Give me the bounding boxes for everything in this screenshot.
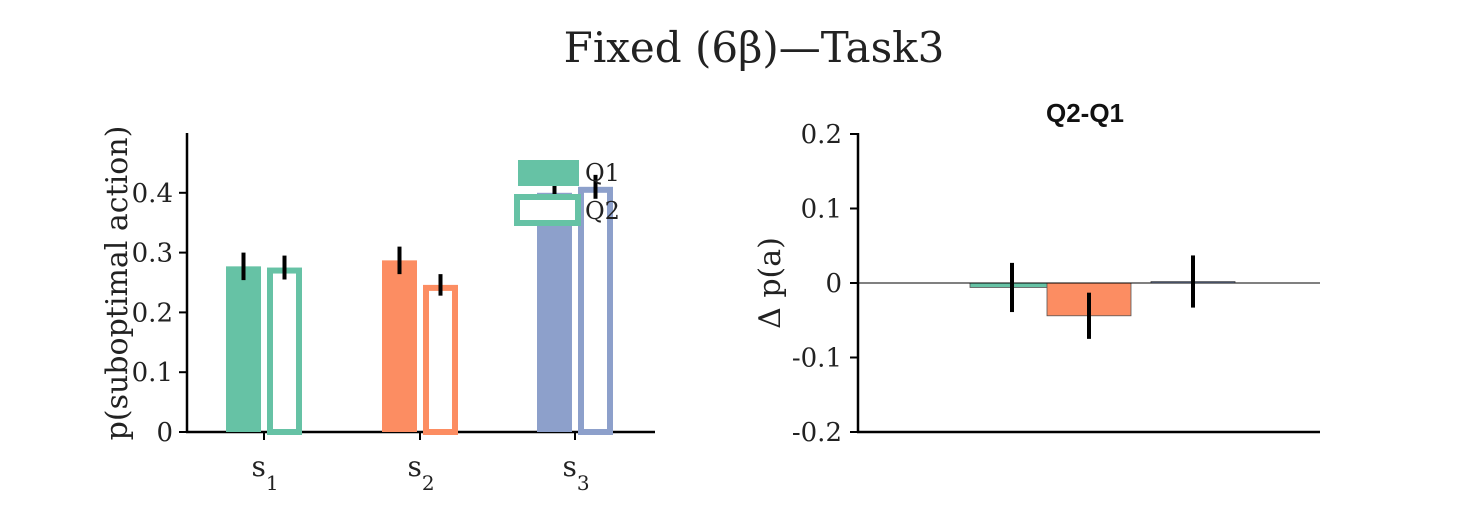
bar-q2-s1 [267,267,302,435]
left-y-tick-label: 0.2 [132,298,173,328]
right-y-tick-label: -0.2 [792,418,842,448]
right-y-tick-label: 0.1 [801,195,842,225]
right-y-tick-label: 0 [825,269,842,299]
x-tick-subscript: 3 [577,471,590,495]
left-y-axis-label: p(suboptimal action) [100,126,135,441]
left-x-tick-label: s2 [407,450,434,495]
right-y-tick-label: -0.1 [792,344,842,374]
left-chart-suboptimal-action: p(suboptimal action) 00.10.20.30.4s1 s2 s3… [100,126,655,495]
right-y-axis-label: Δ p(a) [753,237,788,329]
x-tick-base: s [407,450,421,483]
x-tick-subscript: 2 [422,471,435,495]
legend-label-q2: Q2 [585,197,620,225]
left-y-tick-label: 0.1 [132,358,173,388]
right-chart-title: Q2-Q1 [1046,98,1124,128]
bar-q2-s2 [423,284,458,435]
bar-q1-s3 [537,192,572,432]
legend-swatch-q1 [518,160,579,186]
bar-q1-s1 [226,266,261,432]
bar-q2-s3 [578,186,613,435]
right-chart-q2-minus-q1: Q2-Q1 Δ p(a) -0.2 -0.1 0 0.1 0.2 [753,98,1320,448]
left-x-tick-label: s1 [251,450,278,495]
x-tick-base: s [562,450,576,483]
left-y-tick-label: 0 [156,418,173,448]
figure-title: Fixed (6β)—Task3 [564,23,945,72]
left-y-tick-label: 0.4 [132,179,173,209]
legend-swatch-q2 [514,194,581,226]
left-x-tick-label: s3 [562,450,589,495]
legend-label-q1: Q1 [585,159,620,187]
x-tick-subscript: 1 [266,471,279,495]
left-y-tick-label: 0.3 [132,239,173,269]
right-y-tick-label: 0.2 [801,120,842,150]
x-tick-base: s [251,450,265,483]
bar-q1-s2 [382,260,417,432]
